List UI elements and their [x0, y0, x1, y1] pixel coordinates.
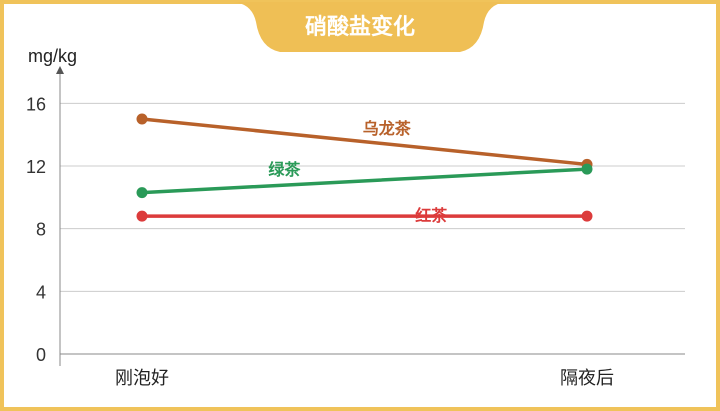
data-point — [136, 113, 148, 125]
series-line — [140, 167, 589, 195]
data-point — [581, 210, 593, 222]
y-axis-arrow — [56, 66, 64, 74]
y-tick-label: 8 — [36, 220, 46, 240]
y-tick-labels: 0 4 8 12 16 — [26, 94, 46, 365]
y-tick-label: 16 — [26, 94, 46, 114]
chart-title: 硝酸盐变化 — [305, 14, 415, 40]
data-point — [136, 210, 148, 222]
series-line — [140, 117, 589, 167]
y-tick-label: 0 — [36, 345, 46, 365]
series-lines — [136, 113, 593, 222]
x-category-label: 隔夜后 — [560, 368, 614, 389]
data-point — [581, 163, 593, 175]
axes — [56, 66, 685, 366]
gridlines — [60, 102, 685, 292]
x-category-label: 刚泡好 — [115, 368, 169, 389]
y-tick-label: 4 — [36, 282, 46, 302]
series-label: 红茶 — [415, 206, 448, 225]
data-point — [136, 187, 148, 199]
series-label: 绿茶 — [268, 160, 301, 179]
y-axis-label: mg/kg — [28, 46, 77, 66]
series-label: 乌龙茶 — [363, 119, 412, 138]
title-banner — [234, 2, 506, 52]
y-tick-label: 12 — [26, 157, 46, 177]
x-category-labels: 刚泡好 隔夜后 — [115, 368, 614, 389]
